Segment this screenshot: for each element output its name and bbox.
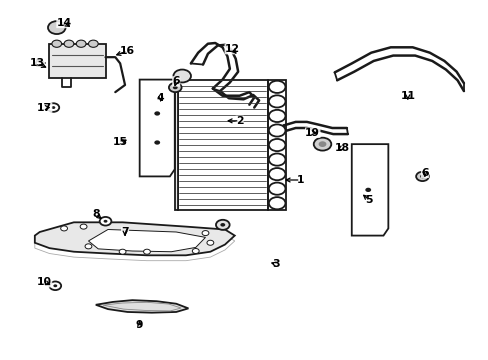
Polygon shape [96,300,188,313]
Polygon shape [177,80,267,211]
Circle shape [268,153,285,166]
Circle shape [268,183,285,195]
Circle shape [76,40,86,47]
Circle shape [365,188,370,192]
Circle shape [313,138,330,150]
Circle shape [49,282,61,290]
Polygon shape [140,80,174,176]
Text: 16: 16 [120,46,135,56]
Circle shape [268,81,285,93]
Text: 11: 11 [400,91,414,101]
Circle shape [52,40,61,47]
Text: 10: 10 [37,277,52,287]
Circle shape [318,141,326,147]
Text: 2: 2 [235,116,243,126]
Circle shape [80,224,87,229]
Circle shape [85,244,92,249]
Circle shape [88,40,98,47]
Circle shape [202,230,208,235]
Polygon shape [88,229,205,252]
Circle shape [143,249,150,254]
Polygon shape [49,44,105,78]
Circle shape [154,111,160,116]
Circle shape [268,139,285,151]
Circle shape [268,168,285,180]
Text: 13: 13 [30,58,45,68]
Circle shape [61,226,67,231]
Circle shape [172,86,177,89]
Circle shape [268,125,285,136]
Text: 14: 14 [57,18,72,28]
Circle shape [51,106,55,109]
Text: 19: 19 [305,128,320,138]
Circle shape [206,240,213,245]
Text: 15: 15 [112,138,127,147]
Circle shape [419,175,424,178]
Circle shape [47,103,59,112]
Polygon shape [351,144,387,235]
Circle shape [36,60,43,66]
Circle shape [268,110,285,122]
Text: 7: 7 [121,227,128,237]
Circle shape [192,248,199,253]
Polygon shape [35,222,234,255]
Text: 9: 9 [136,320,143,330]
Circle shape [103,220,107,223]
Circle shape [64,40,74,47]
Circle shape [154,140,160,145]
Circle shape [173,69,191,82]
Text: 5: 5 [365,195,372,205]
Text: 12: 12 [224,44,240,54]
Text: 6: 6 [172,76,180,86]
Circle shape [53,284,57,287]
Circle shape [220,223,225,226]
Text: 4: 4 [157,93,164,103]
Text: 18: 18 [334,143,349,153]
Text: 1: 1 [296,175,304,185]
Circle shape [415,172,428,181]
Text: 8: 8 [92,209,100,219]
Circle shape [119,249,126,254]
Text: 3: 3 [272,259,280,269]
Circle shape [268,95,285,108]
Text: 17: 17 [37,103,52,113]
Circle shape [100,217,111,226]
Circle shape [216,220,229,230]
Circle shape [168,83,181,92]
Circle shape [48,21,65,34]
Polygon shape [175,80,177,211]
Text: 6: 6 [420,168,428,178]
Circle shape [268,197,285,209]
